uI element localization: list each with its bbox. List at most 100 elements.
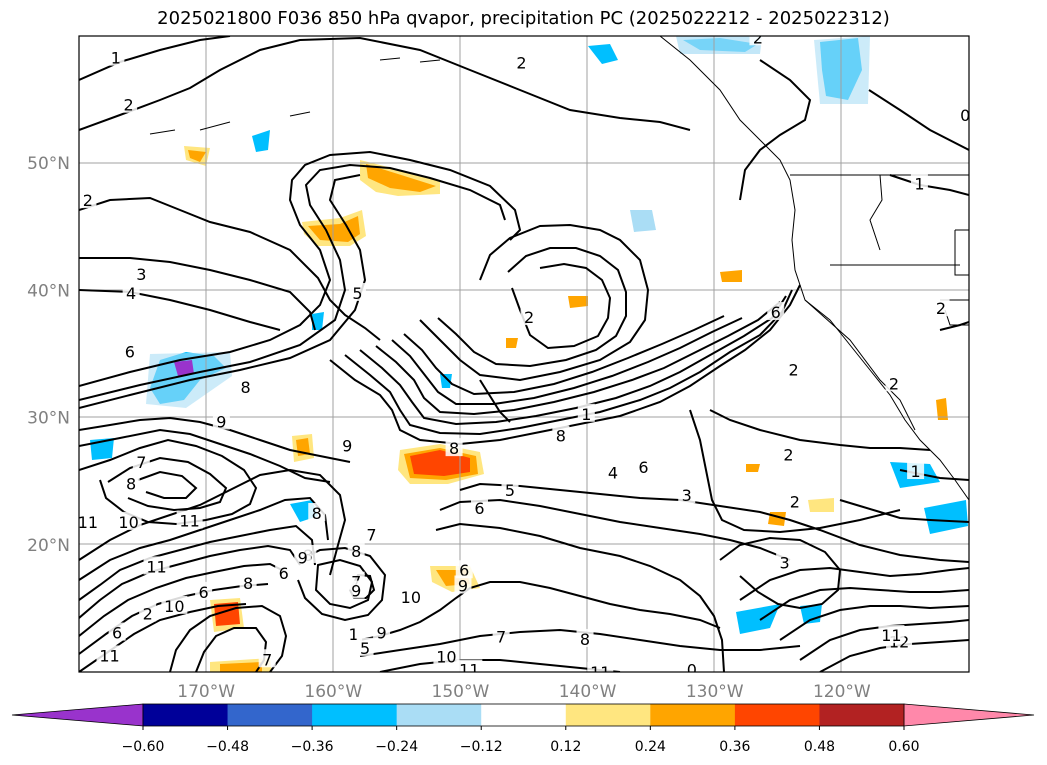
contour-label: 3	[780, 554, 790, 573]
colorbar-segment	[734, 704, 820, 726]
contour-label-bg	[139, 603, 157, 622]
contour-label-bg	[338, 435, 356, 454]
contour-label-bg	[362, 524, 380, 543]
contour-label: 11	[459, 660, 479, 679]
y-tick-label: 20°N	[27, 536, 70, 556]
contour-label: 9	[342, 437, 352, 456]
contour-label-bg	[907, 461, 925, 480]
contour-label: 6	[474, 499, 484, 518]
contour-label: 10	[401, 588, 421, 607]
contour-label-bg	[576, 628, 594, 647]
colorbar: −0.60 −0.48 −0.36 −0.24 −0.12 0.12 0.24 0.36 0.4…	[11, 703, 1035, 755]
shade-cyan-region	[440, 374, 452, 388]
axis-tick-labels: 170°W 160°W 150°W 140°W 130°W 120°W20°N30°N40…	[27, 154, 871, 702]
contour-label: 2	[783, 445, 793, 464]
contour-label-bg	[96, 645, 123, 664]
contour-label: 8	[556, 426, 566, 445]
contour-label-bg	[456, 659, 483, 672]
contour-label-bg	[115, 511, 142, 530]
colorbar-frame	[142, 703, 905, 727]
contour-label: 7	[262, 650, 272, 669]
contour-label-bg	[258, 649, 276, 668]
contour-label: 1	[914, 175, 924, 194]
contour-label: 6	[771, 303, 781, 322]
colorbar-segment	[819, 704, 905, 726]
colorbar-segment	[565, 704, 651, 726]
contour-label-bg	[275, 562, 293, 581]
shade-orange-region	[568, 296, 588, 308]
y-tick-label: 40°N	[27, 281, 70, 301]
chart-title: 2025021800 F036 850 hPa qvapor, precipit…	[157, 8, 890, 29]
contour-label-bg	[356, 637, 374, 656]
y-tick-label: 50°N	[27, 154, 70, 174]
contour-label: 11	[99, 646, 119, 665]
shade-cyan-region	[800, 604, 822, 624]
contour-label-bg	[455, 560, 473, 579]
shade-cyan-region	[924, 500, 968, 534]
colorbar-tick-label: −0.36	[291, 739, 334, 755]
colorbar-tick-label: −0.12	[460, 739, 503, 755]
contour-label-bg	[956, 104, 969, 123]
contour-label: 2	[524, 308, 534, 327]
contour-label: 9	[458, 577, 468, 596]
shade-cyan-region	[252, 130, 270, 152]
contour-label: 9	[216, 412, 226, 431]
contour-label: 11	[881, 626, 901, 645]
contour-label: 2	[788, 360, 798, 379]
shade-lightblue-region	[630, 210, 656, 232]
contour-label-bg	[587, 662, 614, 672]
x-tick-label: 120°W	[813, 682, 871, 702]
contour-label-bg	[932, 298, 950, 317]
shade-orange-region	[746, 464, 760, 472]
contour-label: 0	[687, 660, 697, 679]
shade-orange-region	[936, 398, 948, 420]
colorbar-extend-low	[11, 703, 144, 727]
colorbar-segment	[650, 704, 736, 726]
contour-label: 8	[312, 504, 322, 523]
contour-label-bg	[107, 47, 125, 66]
contour-label-bg	[604, 462, 622, 481]
contour-label: 11	[179, 512, 199, 531]
contour-label: 5	[505, 481, 515, 500]
contour-label-bg	[512, 52, 530, 71]
contour-label: 9	[298, 549, 308, 568]
y-tick-label: 30°N	[27, 409, 70, 429]
contour-label-bg	[108, 622, 126, 641]
contour-label: 2	[936, 299, 946, 318]
x-tick-label: 160°W	[304, 682, 362, 702]
contour-label: 1	[349, 625, 359, 644]
contour-label: 7	[496, 627, 506, 646]
contour-label-bg	[122, 282, 140, 301]
x-tick-label: 150°W	[432, 682, 490, 702]
x-tick-label: 140°W	[559, 682, 617, 702]
contour-label-bg	[492, 626, 510, 645]
contour-label-bg	[161, 595, 188, 614]
contour-label: 8	[243, 574, 253, 593]
contour-label-bg	[785, 359, 803, 378]
contour-label: 6	[638, 458, 648, 477]
contour-label-bg	[910, 173, 928, 192]
contour-label-bg	[776, 552, 794, 571]
contour-label-bg	[779, 444, 797, 463]
shade-lightblue-region	[814, 36, 870, 104]
contour-label: 11	[146, 557, 166, 576]
contour-label: 10	[436, 648, 456, 667]
contour-label: 7	[366, 526, 376, 545]
x-tick-label: 170°W	[177, 682, 235, 702]
shade-orange-region	[720, 270, 742, 282]
contour-label-bg	[347, 580, 365, 599]
contour-label: 5	[360, 639, 370, 658]
contour-label-bg	[294, 547, 312, 566]
colorbar-segment	[227, 704, 313, 726]
contour-label-bg	[237, 377, 255, 396]
contour-lines	[79, 36, 969, 672]
contour-label-bg	[132, 263, 150, 282]
contour-label-bg	[239, 572, 257, 591]
contour-label: 1	[111, 49, 121, 68]
contour-label-bg	[120, 94, 138, 113]
contour-label: 8	[351, 542, 361, 561]
contour-label: 8	[240, 378, 250, 397]
shade-orange-region	[188, 150, 206, 162]
